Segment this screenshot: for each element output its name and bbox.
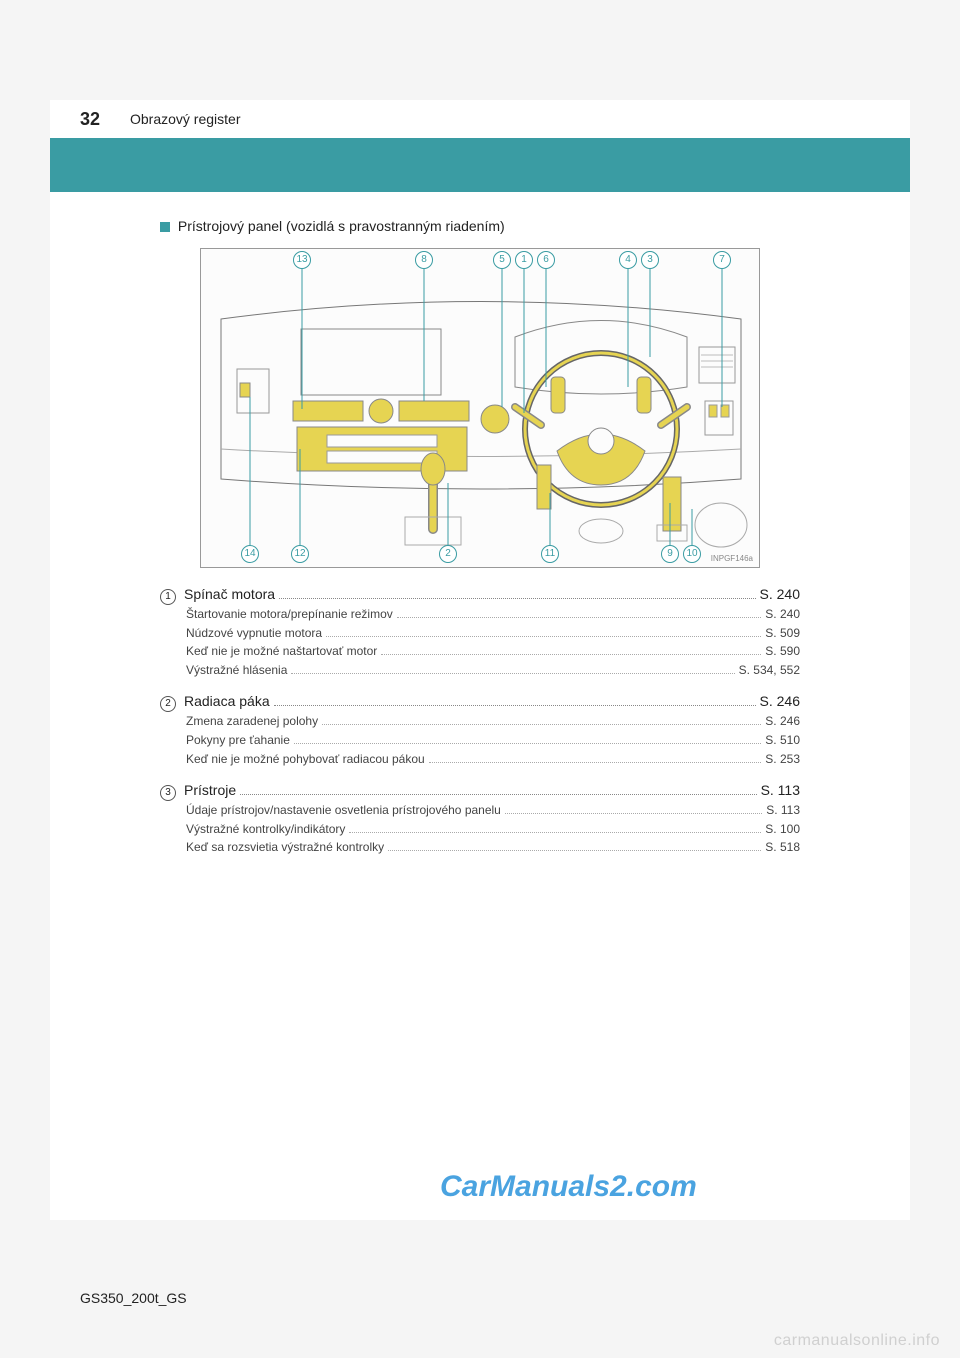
callout-14: 14 bbox=[241, 545, 259, 563]
entry-page: S. 113 bbox=[761, 782, 800, 798]
callout-8: 8 bbox=[415, 251, 433, 269]
manual-page: 32 Obrazový register Prístrojový panel (… bbox=[50, 100, 910, 1220]
leader-dots bbox=[388, 842, 761, 852]
entry-subline: Štartovanie motora/prepínanie režimov S. … bbox=[186, 605, 800, 624]
callout-2: 2 bbox=[439, 545, 457, 563]
leader-dots bbox=[429, 753, 762, 763]
subline-page: S. 253 bbox=[765, 750, 800, 769]
entry-subline: Núdzové vypnutie motora S. 509 bbox=[186, 624, 800, 643]
watermark: CarManuals2.com bbox=[440, 1170, 697, 1204]
page-content: Prístrojový panel (vozidlá s pravostrann… bbox=[50, 192, 910, 857]
subline-label: Keď nie je možné naštartovať motor bbox=[186, 642, 377, 661]
entry-subline: Keď nie je možné pohybovať radiacou páko… bbox=[186, 750, 800, 769]
subline-page: S. 534, 552 bbox=[739, 661, 800, 680]
entry-title: Radiaca páka bbox=[184, 693, 270, 709]
subline-page: S. 510 bbox=[765, 731, 800, 750]
entry-title-line: 1 Spínač motora S. 240 bbox=[160, 586, 800, 605]
subline-label: Výstražné kontrolky/indikátory bbox=[186, 820, 345, 839]
callout-13: 13 bbox=[293, 251, 311, 269]
entry-subline: Keď nie je možné naštartovať motor S. 590 bbox=[186, 642, 800, 661]
subline-label: Keď sa rozsvietia výstražné kontrolky bbox=[186, 838, 384, 857]
leader-dots bbox=[291, 664, 734, 674]
callout-1: 1 bbox=[515, 251, 533, 269]
leader-dots bbox=[294, 734, 761, 744]
header-bar bbox=[50, 138, 910, 192]
bottom-watermark: carmanualsonline.info bbox=[774, 1332, 940, 1350]
entry-title-line: 2 Radiaca páka S. 246 bbox=[160, 693, 800, 712]
leader-dots bbox=[326, 627, 761, 637]
callout-5: 5 bbox=[493, 251, 511, 269]
callout-4: 4 bbox=[619, 251, 637, 269]
callout-10: 10 bbox=[683, 545, 701, 563]
section-marker-icon bbox=[160, 222, 170, 232]
entry-subline: Údaje prístrojov/nastavenie osvetlenia p… bbox=[186, 801, 800, 820]
subline-page: S. 509 bbox=[765, 624, 800, 643]
footer-code: GS350_200t_GS bbox=[80, 1290, 187, 1306]
dashboard-diagram: INPGF146a 13 8 516 43 7 14 12 2 11 910 bbox=[200, 248, 760, 568]
callout-9: 9 bbox=[661, 545, 679, 563]
index-entry: 2Radiaca pákaS. 246Zmena zaradenej poloh… bbox=[160, 693, 800, 768]
entry-subline: Výstražné kontrolky/indikátory S. 100 bbox=[186, 820, 800, 839]
callout-12: 12 bbox=[291, 545, 309, 563]
entry-subline: Výstražné hlásenia S. 534, 552 bbox=[186, 661, 800, 680]
entry-title: Spínač motora bbox=[184, 586, 275, 602]
callout-11: 11 bbox=[541, 545, 559, 563]
subline-page: S. 240 bbox=[765, 605, 800, 624]
subline-label: Núdzové vypnutie motora bbox=[186, 624, 322, 643]
entry-number: 1 bbox=[160, 589, 176, 605]
section-title-text: Prístrojový panel (vozidlá s pravostrann… bbox=[178, 218, 505, 234]
index-entry: 3 Prístroje S. 113 Údaje prístrojov/nastave… bbox=[160, 782, 800, 857]
entry-page: S. 240 bbox=[760, 586, 800, 602]
leader-dots bbox=[322, 716, 761, 726]
subline-label: Výstražné hlásenia bbox=[186, 661, 287, 680]
chapter-title: Obrazový register bbox=[130, 111, 240, 127]
section-title: Prístrojový panel (vozidlá s pravostrann… bbox=[160, 218, 800, 234]
leader-dots bbox=[349, 823, 761, 833]
entry-title-line: 3 Prístroje S. 113 bbox=[160, 782, 800, 801]
subline-page: S. 246 bbox=[765, 712, 800, 731]
page-header: 32 Obrazový register bbox=[50, 100, 910, 138]
entry-subline: Keď sa rozsvietia výstražné kontrolky S. … bbox=[186, 838, 800, 857]
leader-dots bbox=[279, 586, 755, 599]
entry-subline: Zmena zaradenej polohy S. 246 bbox=[186, 712, 800, 731]
entry-title: Prístroje bbox=[184, 782, 236, 798]
leader-dots bbox=[381, 646, 761, 656]
callout-7: 7 bbox=[713, 251, 731, 269]
subline-page: S. 518 bbox=[765, 838, 800, 857]
entry-page: S. 246 bbox=[760, 693, 800, 709]
subline-label: Údaje prístrojov/nastavenie osvetlenia p… bbox=[186, 801, 501, 820]
diagram-code: INPGF146a bbox=[711, 554, 753, 563]
subline-label: Pokyny pre ťahanie bbox=[186, 731, 290, 750]
entry-subline: Pokyny pre ťahanie S. 510 bbox=[186, 731, 800, 750]
subline-page: S. 113 bbox=[766, 801, 800, 820]
entry-number: 3 bbox=[160, 785, 176, 801]
callout-6: 6 bbox=[537, 251, 555, 269]
callout-3: 3 bbox=[641, 251, 659, 269]
subline-label: Keď nie je možné pohybovať radiacou páko… bbox=[186, 750, 425, 769]
subline-page: S. 100 bbox=[765, 820, 800, 839]
subline-page: S. 590 bbox=[765, 642, 800, 661]
leader-dots bbox=[505, 805, 762, 815]
subline-label: Zmena zaradenej polohy bbox=[186, 712, 318, 731]
leader-dots bbox=[274, 694, 756, 707]
index-entries: 1Spínač motoraS. 240Štartovanie motora/p… bbox=[160, 586, 800, 857]
subline-label: Štartovanie motora/prepínanie režimov bbox=[186, 605, 393, 624]
dashboard-svg bbox=[201, 249, 761, 569]
leader-dots bbox=[397, 608, 762, 618]
page-number: 32 bbox=[50, 109, 130, 130]
index-entry: 1Spínač motoraS. 240Štartovanie motora/p… bbox=[160, 586, 800, 679]
entry-number: 2 bbox=[160, 696, 176, 712]
leader-dots bbox=[240, 783, 756, 796]
